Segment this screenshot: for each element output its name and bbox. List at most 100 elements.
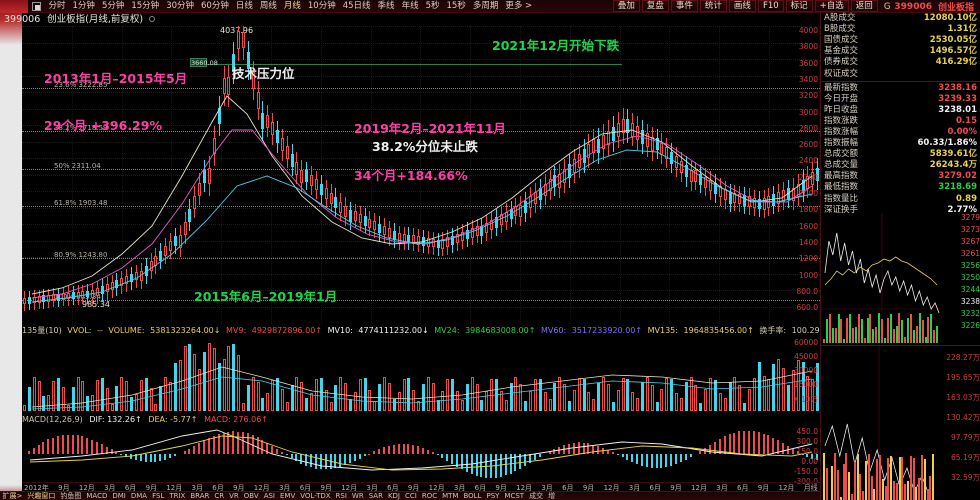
volume-bar xyxy=(723,397,727,411)
info-dot-icon[interactable] xyxy=(148,16,155,22)
top-right-buttons[interactable]: 叠加 复盘 事件 统计 画线 F10 标记 +自选 返回 xyxy=(612,0,880,12)
time-tick-12: 6月 xyxy=(299,484,312,492)
annotation-top: 2021年12月开始下跌 xyxy=(492,38,620,53)
indicator-button-4[interactable]: DMI xyxy=(112,492,126,500)
mv10-value: 4774111232.00↓ xyxy=(358,326,429,335)
time-tick-29: 9月 xyxy=(670,484,682,492)
top-right-toolbar[interactable]: 叠加 复盘 事件 统计 画线 F10 标记 +自选 返回 G 399006 创业板指 xyxy=(612,0,980,13)
period-item-14[interactable]: 15秒 xyxy=(446,0,466,11)
indicator-button-2[interactable]: 钓鱼图 xyxy=(60,492,82,500)
indicator-button-17[interactable]: SAR xyxy=(368,492,383,500)
price-tick-8: 2400 xyxy=(798,156,818,166)
candle-body xyxy=(407,234,411,244)
indicator-button-19[interactable]: CCI xyxy=(405,492,417,500)
index-stat-label-4: 指数涨幅 xyxy=(824,126,859,137)
grid-layout-icon[interactable] xyxy=(32,1,41,11)
indicator-button-12[interactable]: ASI xyxy=(263,492,275,500)
volume-chart-pane[interactable] xyxy=(22,337,820,411)
indicator-button-8[interactable]: BRAR xyxy=(190,492,210,500)
mini-volume-bar xyxy=(898,313,901,343)
volume-bar xyxy=(110,404,114,411)
indicator-button-0[interactable]: 扩展> xyxy=(2,492,23,500)
period-item-5[interactable]: 60分钟 xyxy=(201,0,229,11)
indicator-button-20[interactable]: ROC xyxy=(421,492,438,500)
period-item-4[interactable]: 30分钟 xyxy=(166,0,195,11)
indicator-button-22[interactable]: BOLL xyxy=(463,492,482,500)
candle-body xyxy=(81,291,85,298)
indicator-button-26[interactable]: 增 xyxy=(548,492,556,500)
period-item-3[interactable]: 15分钟 xyxy=(131,0,160,11)
mini-vol-tick-2: 163.03万 xyxy=(946,393,980,402)
period-menu[interactable]: 分时 1分钟 5分钟 15分钟 30分钟 60分钟 日线 周线 月线 10分钟 45日线 季线 年线 5秒… xyxy=(45,0,536,13)
toolbar-button-5[interactable]: F10 xyxy=(757,0,784,12)
period-item-10[interactable]: 45日线 xyxy=(342,0,371,11)
period-item-1[interactable]: 1分钟 xyxy=(72,0,95,11)
indicator-button-7[interactable]: TRIX xyxy=(169,492,186,500)
toolbar-button-6[interactable]: 标记 xyxy=(785,0,813,12)
macd-bar xyxy=(105,446,108,454)
period-item-16[interactable]: 更多 > xyxy=(505,0,533,11)
indicator-button-23[interactable]: PSY xyxy=(486,492,500,500)
macd-bar xyxy=(159,454,162,462)
macd-chart-pane[interactable] xyxy=(22,426,820,482)
top-toolbar[interactable]: 分时 1分钟 5分钟 15分钟 30分钟 60分钟 日线 周线 月线 10分钟 45日线 季线 年线 5秒… xyxy=(0,0,980,13)
toolbar-button-0[interactable]: 叠加 xyxy=(612,0,640,12)
indicator-button-15[interactable]: RSI xyxy=(335,492,347,500)
indicator-button-9[interactable]: CR xyxy=(214,492,225,500)
indicator-button-24[interactable]: MCST xyxy=(504,492,525,500)
indicator-button-5[interactable]: DMA xyxy=(130,492,148,500)
macd-bar xyxy=(222,432,225,454)
period-item-2[interactable]: 5分钟 xyxy=(101,0,125,11)
period-item-15[interactable]: 多周期 xyxy=(472,0,499,11)
volume-bar xyxy=(689,377,693,411)
mini-intraday-chart[interactable]: 3279 3273 3267 3261 3256 3250 3244 3238 3232 3226 xyxy=(821,213,980,343)
indicator-button-6[interactable]: FSL xyxy=(152,492,165,500)
indicator-button-3[interactable]: MACD xyxy=(86,492,108,500)
indicator-button-1[interactable]: 兴趣窗口 xyxy=(27,492,56,500)
toolbar-button-8[interactable]: 返回 xyxy=(850,0,878,12)
volume-bar xyxy=(524,400,528,411)
right-info-panel[interactable]: A股成交 12080.10亿 B股成交 1.31亿 国债成交 2530.05亿 基金成交 14… xyxy=(820,13,980,500)
time-tick-28: 6月 xyxy=(649,484,661,492)
toolbar-button-3[interactable]: 统计 xyxy=(699,0,727,12)
candle-body xyxy=(71,292,75,299)
indicator-button-10[interactable]: VR xyxy=(229,492,239,500)
toolbar-button-2[interactable]: 事件 xyxy=(670,0,698,12)
macd-indicator-header[interactable]: MACD(12,26,9) DIF: 132.26↑ DEA: -5.77↑ M… xyxy=(22,414,820,426)
indicator-button-13[interactable]: EMV xyxy=(279,492,296,500)
mini-hist-bar xyxy=(825,467,828,500)
period-item-0[interactable]: 分时 xyxy=(48,0,66,11)
price-chart-pane[interactable]: 23.6% 3222.85 38.2% 2718.59 50% 2311.04 61.… xyxy=(22,26,820,324)
period-item-6[interactable]: 日线 xyxy=(235,0,253,11)
mini-volume-bar xyxy=(863,338,866,343)
indicator-button-25[interactable]: 成交 xyxy=(529,492,544,500)
period-item-7[interactable]: 周线 xyxy=(259,0,277,11)
volume-indicator-header[interactable]: 135量(10) VVOL: -- VOLUME: 5381323264.00↓… xyxy=(22,325,820,337)
index-stat-label-6: 总成交额 xyxy=(824,149,859,160)
mini-lower-pane[interactable]: 228.27万 195.65万 163.03万 130.42万 97.79万 65.19万… xyxy=(821,345,980,500)
volume-bar xyxy=(616,389,620,411)
indicator-toolbar[interactable]: 扩展> 兴趣窗口 钓鱼图 MACD DMI DMA FSL TRIX BRAR CR VR OBV AS… xyxy=(0,491,980,500)
candle-body xyxy=(806,175,810,189)
fib-line-23.6% xyxy=(22,88,820,89)
mini-volume-bar xyxy=(843,338,846,343)
volume-bar xyxy=(519,383,523,411)
macd-bar xyxy=(95,441,98,454)
period-item-13[interactable]: 5秒 xyxy=(425,0,440,11)
macd-bar xyxy=(446,454,449,461)
period-item-9[interactable]: 10分钟 xyxy=(307,0,336,11)
mini-hist-bar xyxy=(915,486,918,500)
toolbar-button-1[interactable]: 复盘 xyxy=(641,0,669,12)
indicator-button-11[interactable]: OBV xyxy=(243,492,259,500)
indicator-button-18[interactable]: KDJ xyxy=(387,492,400,500)
mini-hist-bar xyxy=(873,488,876,500)
volume-bar xyxy=(538,378,542,411)
toolbar-button-4[interactable]: 画线 xyxy=(728,0,756,12)
period-item-8[interactable]: 月线 xyxy=(283,0,301,11)
toolbar-button-7[interactable]: +自选 xyxy=(814,0,849,12)
indicator-button-21[interactable]: MTM xyxy=(442,492,459,500)
period-item-11[interactable]: 季线 xyxy=(377,0,395,11)
indicator-button-14[interactable]: VOL-TDX xyxy=(300,492,331,500)
period-item-12[interactable]: 年线 xyxy=(401,0,419,11)
indicator-button-16[interactable]: WR xyxy=(351,492,364,500)
